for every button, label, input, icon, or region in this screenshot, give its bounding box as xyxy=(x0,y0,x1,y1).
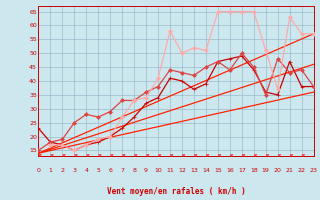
X-axis label: Vent moyen/en rafales ( km/h ): Vent moyen/en rafales ( km/h ) xyxy=(107,187,245,196)
